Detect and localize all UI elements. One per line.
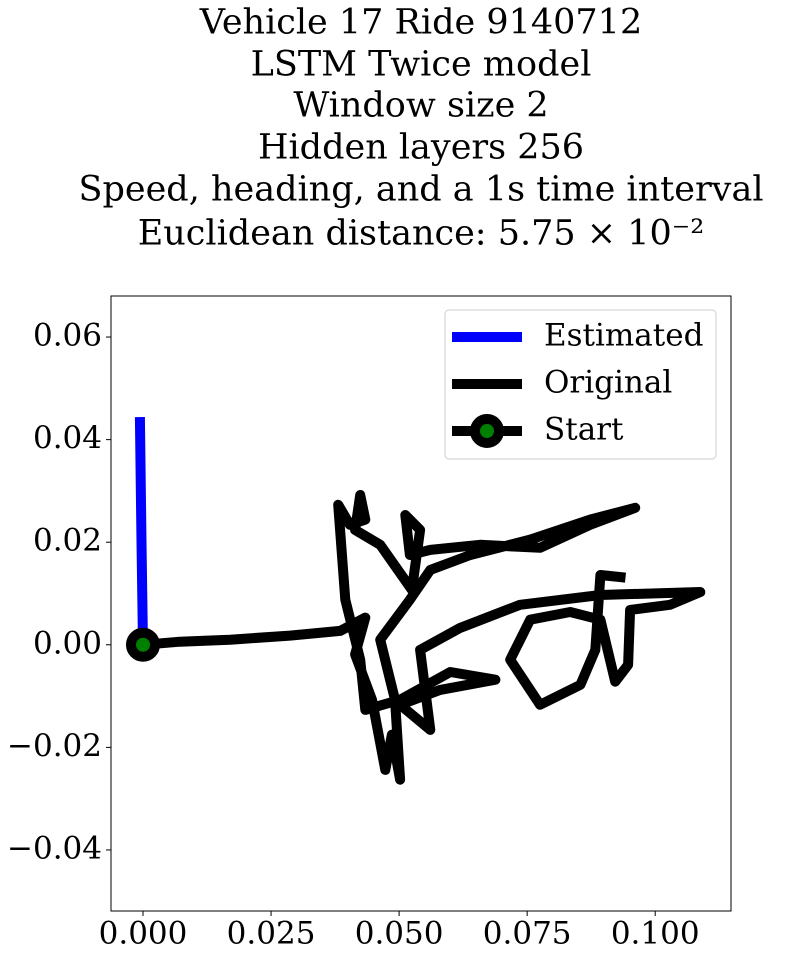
- chart-title: Hidden layers 256: [258, 128, 584, 168]
- legend-label: Original: [544, 365, 672, 401]
- y-tick-label: −0.02: [7, 728, 102, 764]
- legend-label: Estimated: [544, 318, 703, 354]
- series-line: [142, 490, 706, 785]
- x-tick-label: 0.075: [483, 916, 572, 952]
- y-tick-label: 0.00: [33, 625, 102, 661]
- y-tick-label: 0.04: [33, 420, 102, 456]
- x-tick-label: 0.100: [611, 916, 700, 952]
- legend-box: [444, 309, 717, 460]
- chart-title: Vehicle 17 Ride 9140712: [199, 3, 642, 43]
- chart-title: Euclidean distance: 5.75 × 10⁻²: [138, 214, 705, 254]
- x-tick-label: 0.000: [99, 916, 188, 952]
- chart-title: LSTM Twice model: [251, 45, 592, 85]
- y-tick-label: −0.04: [7, 830, 102, 866]
- legend-label: Start: [544, 412, 624, 448]
- x-tick-label: 0.025: [227, 916, 316, 952]
- plot-frame: [110, 295, 732, 912]
- legend-marker: [470, 414, 504, 448]
- chart-title: Speed, heading, and a 1s time interval: [78, 170, 763, 210]
- start-marker: [126, 627, 161, 662]
- series-line: [134, 417, 148, 645]
- chart-title: Window size 2: [293, 86, 548, 126]
- x-tick-label: 0.050: [355, 916, 444, 952]
- y-tick-label: 0.02: [33, 523, 102, 559]
- y-tick-label: 0.06: [33, 318, 102, 354]
